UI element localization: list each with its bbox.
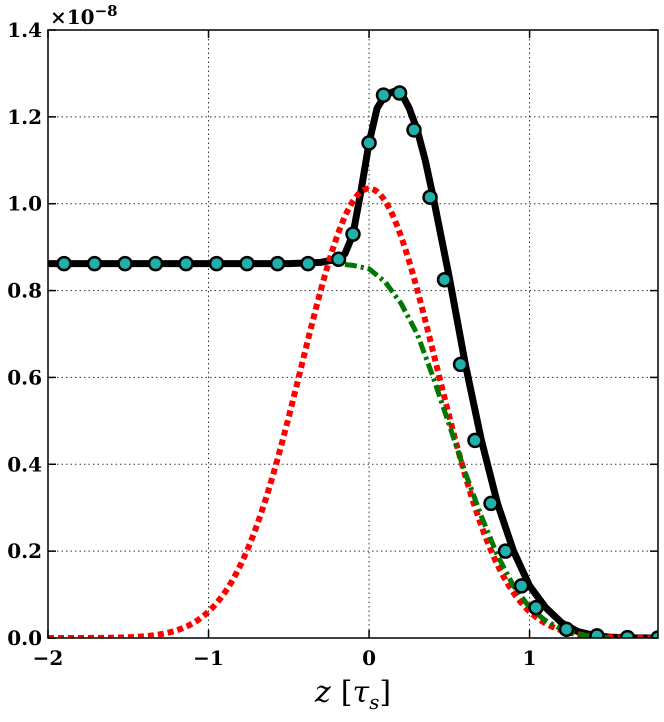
x-axis-label: z [τs] [314,675,391,714]
series-marker-point [239,255,255,272]
series-marker-point [361,135,377,151]
y-multiplier-label: ×10−8 [50,2,118,29]
series-marker-point [483,495,499,512]
y-tick-label: 1.4 [7,18,42,42]
series-marker-point [178,255,194,272]
series-layer [48,85,658,638]
x-tick-label: 1 [523,646,537,670]
tick-marks [47,29,658,639]
series-marker-point [406,122,422,138]
series-marker-point [497,543,514,559]
series-marker-point [513,578,530,594]
plot-frame [47,29,659,639]
y-tick-label: 0.2 [7,539,42,563]
series-green-dashdot-line [344,262,611,638]
series-marker-point [330,251,347,268]
series-marker-point [650,630,658,638]
series-marker-point [558,621,575,638]
series-marker-point [147,255,164,272]
series-marker-point [56,255,72,272]
series-marker-point [589,628,605,638]
series-marker-point [467,432,483,449]
series-marker-point [345,226,361,242]
y-tick-label: 0.0 [7,626,42,650]
series-marker-point [436,271,453,288]
series-marker-point [375,87,392,103]
x-tick-label: −1 [193,646,224,670]
y-tick-label: 0.4 [7,452,42,476]
y-tick-label: 1.0 [7,192,42,216]
x-tick-label: 0 [362,646,376,670]
series-marker-point [391,85,408,101]
series-marker-point [208,255,225,272]
series-marker-point [86,255,103,272]
y-tick-label: 0.6 [7,365,42,389]
x-tick-label: −2 [33,646,64,670]
series-marker-point [269,255,286,272]
series-marker-point [300,255,316,272]
tick-labels: −2 −1 0 1 0.0 0.2 0.4 0.6 0.8 1.0 1.2 1.4 [7,18,536,670]
y-tick-label: 0.8 [7,279,42,303]
series-marker-point [452,356,469,373]
series-marker-point [528,599,544,616]
series-red-dotted-line [48,185,658,638]
series-marker-point [117,255,133,272]
y-tick-label: 1.2 [7,105,42,129]
grid [48,30,658,638]
series-marker-point [422,189,438,205]
series-solid-black-line [48,88,658,638]
